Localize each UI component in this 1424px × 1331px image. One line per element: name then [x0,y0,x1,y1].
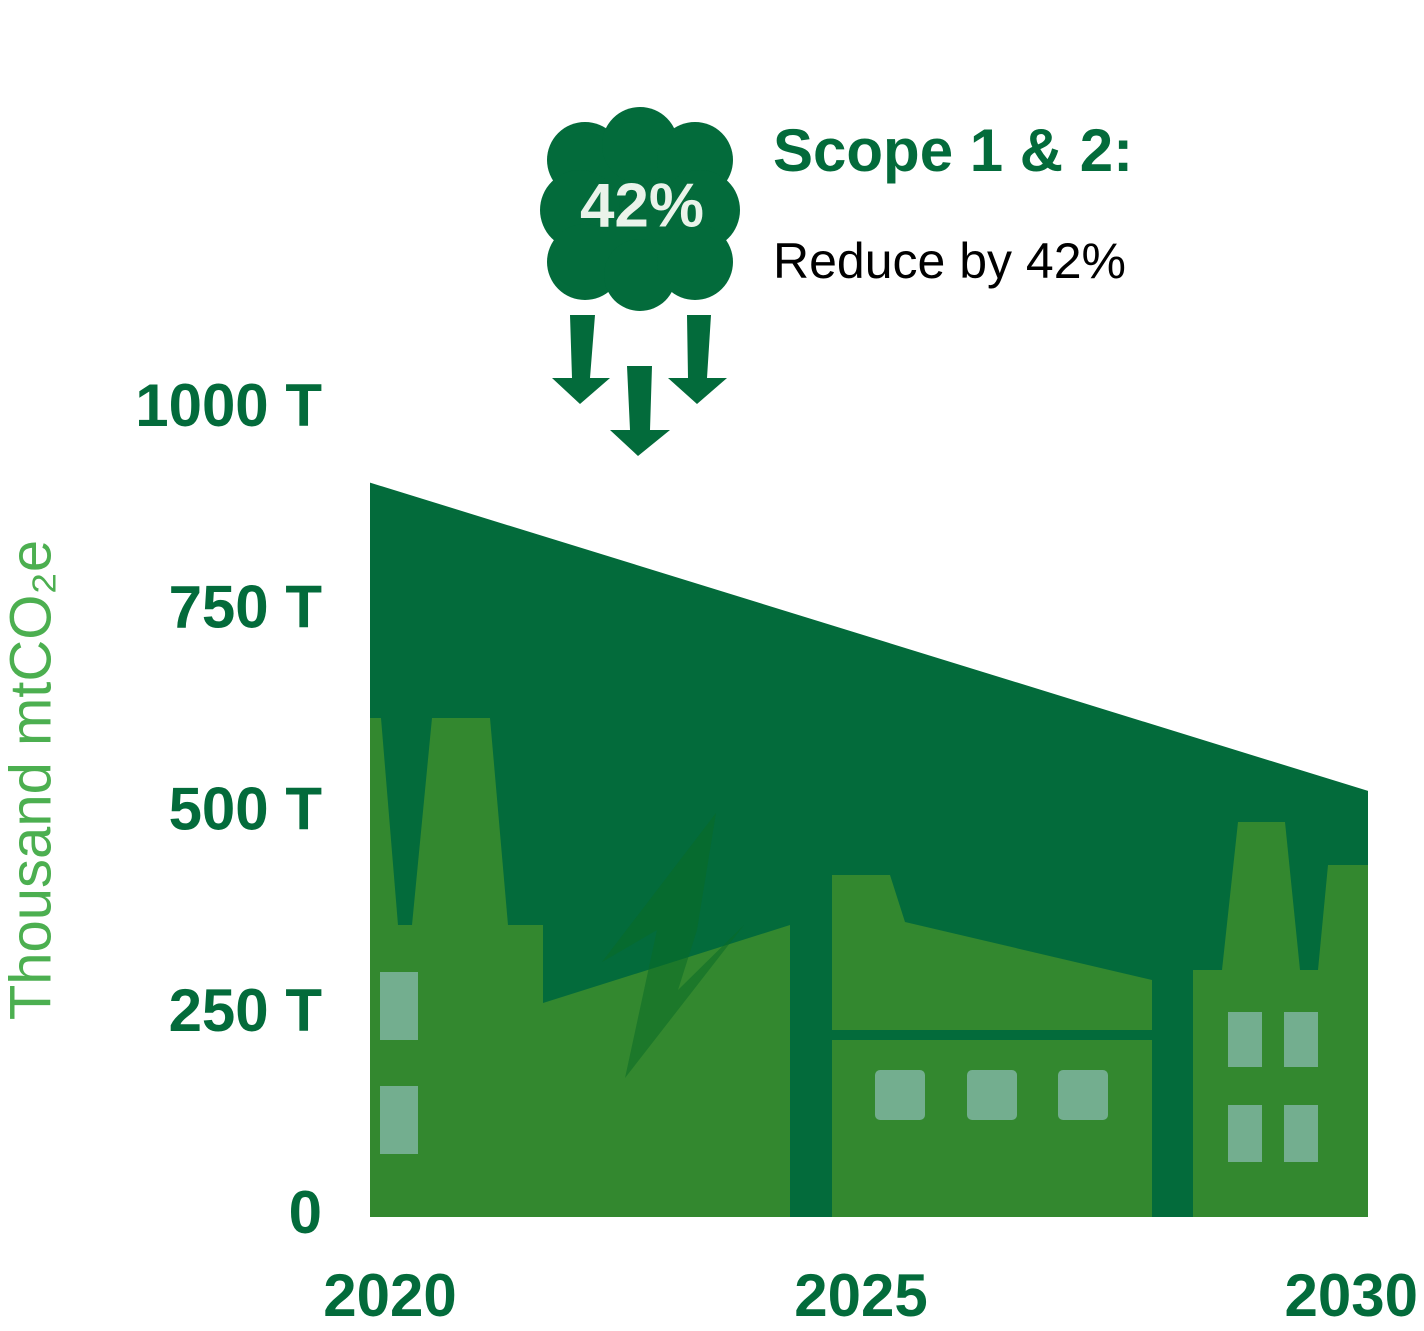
y-tick-label: 500 T [169,775,322,842]
x-tick-label: 2020 [323,1262,456,1329]
y-tick-label: 0 [289,1179,322,1246]
badge-text: 42% [580,171,704,240]
x-tick-label: 2025 [794,1262,927,1329]
annotation-text: Reduce by 42% [773,233,1126,289]
y-tick-label: 250 T [169,977,322,1044]
y-tick-label: 750 T [169,574,322,641]
down-arrows [552,315,727,456]
x-tick-label: 2030 [1285,1262,1418,1329]
annotation-title: Scope 1 & 2: [773,117,1133,184]
chart: 42% Scope 1 & 2: Reduce by 42% Thousand … [0,0,1424,1331]
y-axis-label: Thousand mtCO₂e [0,540,63,1020]
y-tick-label: 1000 T [135,372,322,439]
